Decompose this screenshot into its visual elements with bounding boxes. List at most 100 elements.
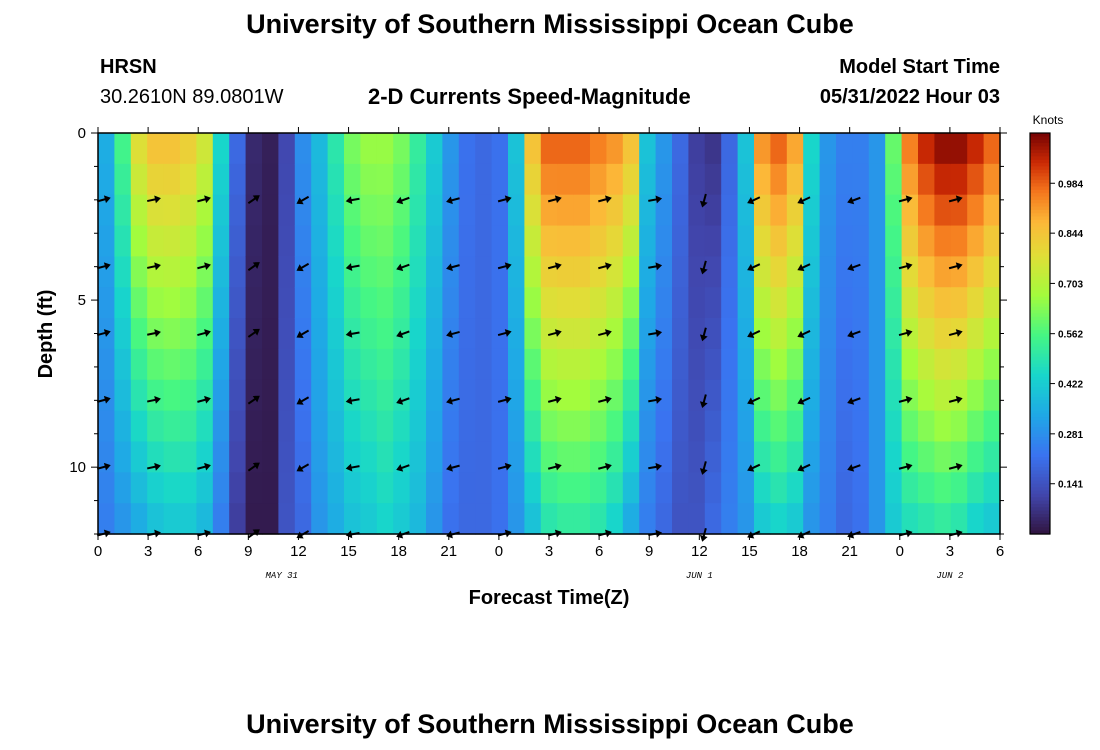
heatmap-cell: [836, 441, 853, 473]
colorbar-segment: [1030, 249, 1050, 254]
colorbar-segment: [1030, 303, 1050, 308]
heatmap-cell: [229, 410, 247, 443]
colorbar-segment: [1030, 390, 1050, 395]
heatmap-cell: [245, 379, 263, 412]
heatmap-cell: [590, 348, 607, 381]
heatmap-cell: [114, 163, 132, 196]
heatmap-cell: [442, 472, 460, 504]
current-arrow: [497, 262, 512, 271]
heatmap-cell: [262, 503, 279, 535]
current-arrow: [547, 462, 562, 471]
heatmap-cell: [770, 379, 788, 412]
heatmap-cell: [901, 194, 919, 227]
heatmap-cell: [934, 225, 952, 257]
current-arrow: [197, 462, 211, 471]
heatmap-cell: [98, 256, 115, 288]
heatmap-cell: [655, 379, 673, 412]
heatmap-cell: [950, 441, 968, 473]
axis-labels: 0 3 6 9 12 15 18 21 0 3 6 9 12 15 18 21 0 3 6 MAY 31 JUN 1 JU…: [69, 125, 1004, 581]
heatmap-cell: [475, 133, 493, 165]
heatmap-cell: [819, 256, 837, 288]
heatmap-cell: [442, 194, 460, 227]
heatmap-cell: [901, 287, 919, 319]
heatmap-cell: [950, 503, 968, 535]
colorbar-segment: [1030, 206, 1050, 211]
heatmap-cell: [458, 410, 476, 443]
heatmap-cell: [294, 256, 312, 288]
heatmap-cell: [803, 256, 821, 288]
heatmap-cell: [360, 287, 378, 319]
heatmap-cell: [655, 503, 673, 535]
colorbar-segment: [1030, 133, 1050, 137]
heatmap-cell: [130, 472, 148, 504]
heatmap-cell: [770, 287, 788, 319]
colorbar-segment: [1030, 259, 1050, 264]
heatmap-cell: [803, 410, 821, 443]
heatmap-cell: [114, 225, 132, 257]
colorbar-segment: [1030, 530, 1050, 535]
current-arrow: [396, 464, 410, 472]
heatmap-cell: [770, 225, 788, 257]
current-arrow: [598, 262, 612, 271]
current-arrow: [797, 330, 811, 338]
heatmap-cell: [426, 472, 443, 504]
heatmap-cell: [983, 379, 1001, 412]
heatmap-cell: [311, 379, 329, 412]
heatmap-cell: [508, 318, 525, 350]
heatmap-cell: [983, 163, 1001, 196]
heatmap-cell: [212, 472, 230, 504]
heatmap-cell: [245, 163, 263, 196]
heatmap-cell: [130, 225, 148, 257]
heatmap-cell: [868, 163, 886, 196]
x-tick-label: 0: [495, 543, 503, 560]
colorbar-segment: [1030, 296, 1050, 301]
current-arrow: [497, 329, 512, 337]
colorbar-segment: [1030, 330, 1050, 335]
heatmap-cell: [655, 287, 673, 319]
colorbar-segment: [1030, 226, 1050, 231]
current-arrow: [197, 329, 211, 337]
date-label: JUN 2: [936, 571, 964, 581]
current-arrow: [197, 395, 211, 404]
heatmap-cell: [491, 410, 509, 443]
heatmap-cell: [639, 318, 657, 350]
heatmap-cell: [245, 225, 263, 257]
heatmap-cell: [409, 287, 427, 319]
heatmap-cell: [229, 318, 247, 350]
heatmap-cell: [655, 163, 673, 196]
heatmap-cell: [983, 410, 1001, 443]
current-arrow: [547, 395, 562, 404]
heatmap-cell: [442, 256, 460, 288]
heatmap-cell: [376, 256, 394, 288]
heatmap-cell: [98, 225, 115, 257]
heatmap-cell: [98, 348, 115, 381]
heatmap-cell: [376, 472, 394, 504]
heatmap-cell: [852, 503, 870, 535]
current-arrow: [247, 395, 260, 405]
heatmap-cell: [98, 133, 115, 165]
colorbar-segment: [1030, 423, 1050, 428]
heatmap-cell: [606, 225, 624, 257]
current-arrow: [747, 396, 761, 405]
heatmap-cell: [245, 410, 263, 443]
heatmap-cell: [409, 163, 427, 196]
heatmap-cell: [114, 441, 132, 473]
heatmap-cell: [573, 410, 591, 443]
heatmap-cell: [475, 410, 493, 443]
colorbar-segment: [1030, 149, 1050, 154]
colorbar-segment: [1030, 159, 1050, 164]
date-label: JUN 1: [686, 571, 713, 581]
heatmap-cell: [393, 163, 411, 196]
current-arrow: [699, 327, 708, 342]
heatmap-cell: [983, 348, 1001, 381]
heatmap-cell: [409, 225, 427, 257]
x-tick-label: 15: [340, 543, 357, 560]
heatmap-cell: [590, 472, 607, 504]
heatmap-cell: [819, 348, 837, 381]
heatmap-cell: [475, 503, 493, 535]
heatmap-cell: [426, 287, 443, 319]
x-tick-label: 9: [645, 543, 653, 560]
current-arrow: [948, 195, 963, 204]
heatmap-cell: [836, 318, 853, 350]
heatmap-cell: [196, 379, 214, 412]
